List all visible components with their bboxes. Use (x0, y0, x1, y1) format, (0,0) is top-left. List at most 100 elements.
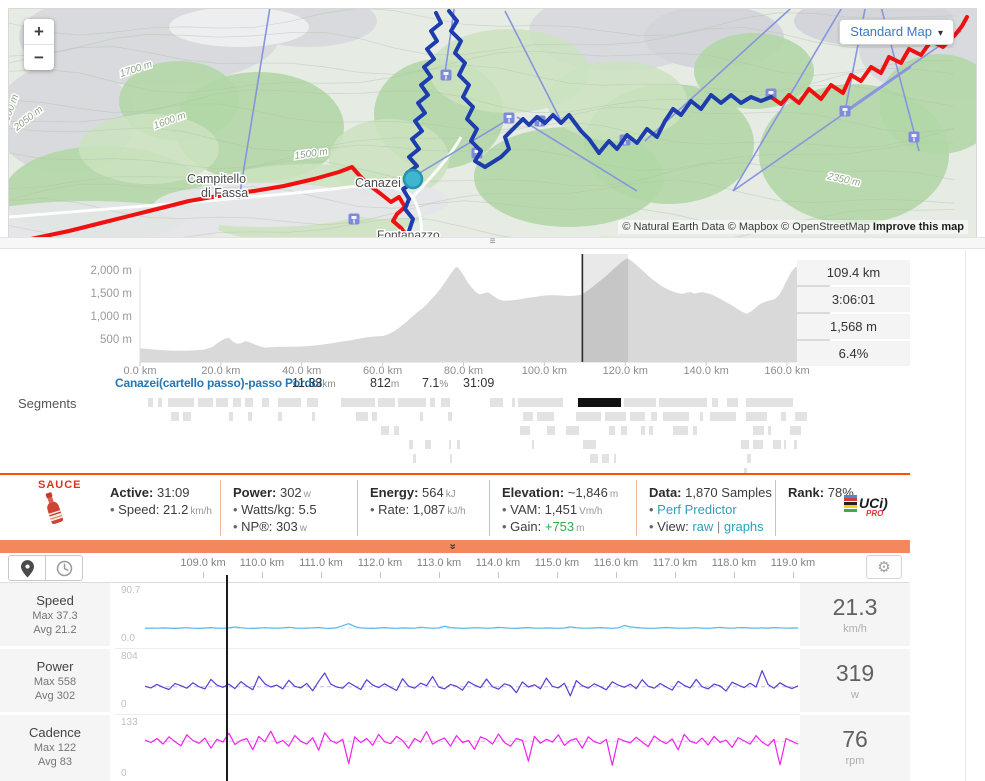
segment-bar[interactable] (216, 398, 228, 407)
segment-bar[interactable] (278, 412, 282, 421)
distance-mode-button[interactable] (8, 555, 46, 581)
elevation-profile[interactable]: 0.0 km 20.0 km 40.0 km 60.0 km 80.0 km 100.0 … (0, 250, 985, 377)
sauce-link[interactable]: graphs (723, 519, 764, 534)
segment-bar[interactable] (630, 412, 645, 421)
sauce-link[interactable]: raw (692, 519, 714, 534)
segment-bar[interactable] (700, 412, 703, 421)
segment-bar[interactable] (673, 426, 688, 435)
segment-bar[interactable] (523, 412, 533, 421)
segment-bar[interactable] (171, 412, 179, 421)
segment-bar-selected[interactable] (578, 398, 621, 407)
stream-plot[interactable] (115, 649, 800, 712)
segment-bar[interactable] (710, 412, 736, 421)
selection-band[interactable] (582, 254, 629, 362)
segment-bar[interactable] (746, 412, 767, 421)
segment-bar[interactable] (441, 398, 450, 407)
position-marker[interactable] (402, 168, 424, 190)
segment-bar[interactable] (741, 440, 749, 449)
segment-bar[interactable] (520, 426, 530, 435)
segment-bar[interactable] (753, 440, 763, 449)
segment-bar[interactable] (381, 426, 389, 435)
segment-bar[interactable] (566, 426, 579, 435)
stream-plot[interactable] (115, 583, 800, 646)
segment-bar[interactable] (663, 412, 689, 421)
segment-name-link[interactable]: Canazei(cartello passo)-passo Pordoi (115, 376, 322, 390)
lane-chart-cadence[interactable]: 133 0 (115, 715, 800, 781)
segment-bar[interactable] (753, 426, 764, 435)
segment-bar[interactable] (693, 426, 697, 435)
segment-bar[interactable] (448, 412, 452, 421)
graph-cursor-line[interactable] (226, 575, 228, 781)
route-map[interactable]: Campitello di Fassa Canazei Fontanazzo 1700 … (8, 8, 977, 239)
zoom-out-button[interactable]: − (34, 48, 44, 67)
stream-plot[interactable] (115, 715, 800, 781)
segment-bar[interactable] (341, 398, 375, 407)
segment-bar[interactable] (233, 398, 241, 407)
segment-bar[interactable] (490, 398, 503, 407)
graph-settings-button[interactable]: ⚙ (866, 555, 902, 579)
zoom-in-button[interactable]: + (34, 22, 44, 41)
lane-chart-speed[interactable]: 90.7 0.0 (115, 583, 800, 646)
segment-bar[interactable] (583, 440, 596, 449)
segment-bar[interactable] (413, 454, 416, 463)
segment-bar[interactable] (307, 398, 318, 407)
segment-bar[interactable] (312, 412, 315, 421)
segment-bar[interactable] (518, 398, 563, 407)
segment-bar[interactable] (641, 426, 645, 435)
segment-bar[interactable] (746, 398, 793, 407)
segment-bar[interactable] (649, 426, 653, 435)
segment-bar[interactable] (158, 398, 162, 407)
segment-bar[interactable] (744, 468, 747, 477)
segment-bar[interactable] (547, 426, 555, 435)
segment-bar[interactable] (148, 398, 153, 407)
segment-bar[interactable] (605, 412, 626, 421)
segment-bar[interactable] (372, 412, 377, 421)
segment-bar[interactable] (398, 398, 426, 407)
segment-bar[interactable] (248, 412, 252, 421)
segment-bar[interactable] (784, 440, 786, 449)
sauce-link[interactable]: Perf Predictor (657, 502, 737, 517)
segment-bar[interactable] (621, 426, 627, 435)
segment-bar[interactable] (727, 398, 738, 407)
segment-bar[interactable] (576, 412, 601, 421)
segment-bar[interactable] (450, 454, 452, 463)
segment-bar[interactable] (790, 426, 801, 435)
segment-bar[interactable] (378, 398, 395, 407)
segment-bar[interactable] (420, 412, 423, 421)
segment-bar[interactable] (425, 440, 431, 449)
segment-bar[interactable] (781, 412, 786, 421)
segment-bar[interactable] (229, 412, 233, 421)
segment-bar[interactable] (614, 454, 616, 463)
segment-bar[interactable] (512, 398, 515, 407)
segment-bar[interactable] (532, 440, 534, 449)
segment-bar[interactable] (794, 440, 797, 449)
segment-bar[interactable] (278, 398, 301, 407)
segment-bar[interactable] (356, 412, 368, 421)
segment-bar[interactable] (747, 454, 751, 463)
segment-bar[interactable] (262, 398, 269, 407)
elevation-chart[interactable]: 0.0 km 20.0 km 40.0 km 60.0 km 80.0 km 100.0 … (0, 250, 910, 377)
segment-bar[interactable] (198, 398, 213, 407)
segment-bar[interactable] (602, 454, 609, 463)
segment-bar[interactable] (712, 398, 718, 407)
lane-chart-power[interactable]: 804 0 (115, 649, 800, 712)
segment-bar[interactable] (394, 426, 399, 435)
improve-map-link[interactable]: Improve this map (872, 221, 964, 233)
elevation-area[interactable] (140, 258, 830, 362)
segment-bar[interactable] (430, 398, 435, 407)
segment-bar[interactable] (795, 412, 807, 421)
segment-bar[interactable] (609, 426, 615, 435)
segment-bar[interactable] (659, 398, 707, 407)
segment-bar[interactable] (457, 440, 460, 449)
map-style-dropdown[interactable]: Standard Map ▾ (839, 19, 954, 45)
segment-bar[interactable] (590, 454, 598, 463)
segment-bar[interactable] (624, 398, 656, 407)
segment-bar[interactable] (245, 398, 253, 407)
segment-bar[interactable] (537, 412, 554, 421)
time-mode-button[interactable] (45, 555, 83, 581)
segment-bar[interactable] (449, 440, 451, 449)
map-resize-handle[interactable]: ≡ (0, 237, 985, 249)
segment-bar[interactable] (768, 426, 771, 435)
segment-bar[interactable] (183, 412, 191, 421)
